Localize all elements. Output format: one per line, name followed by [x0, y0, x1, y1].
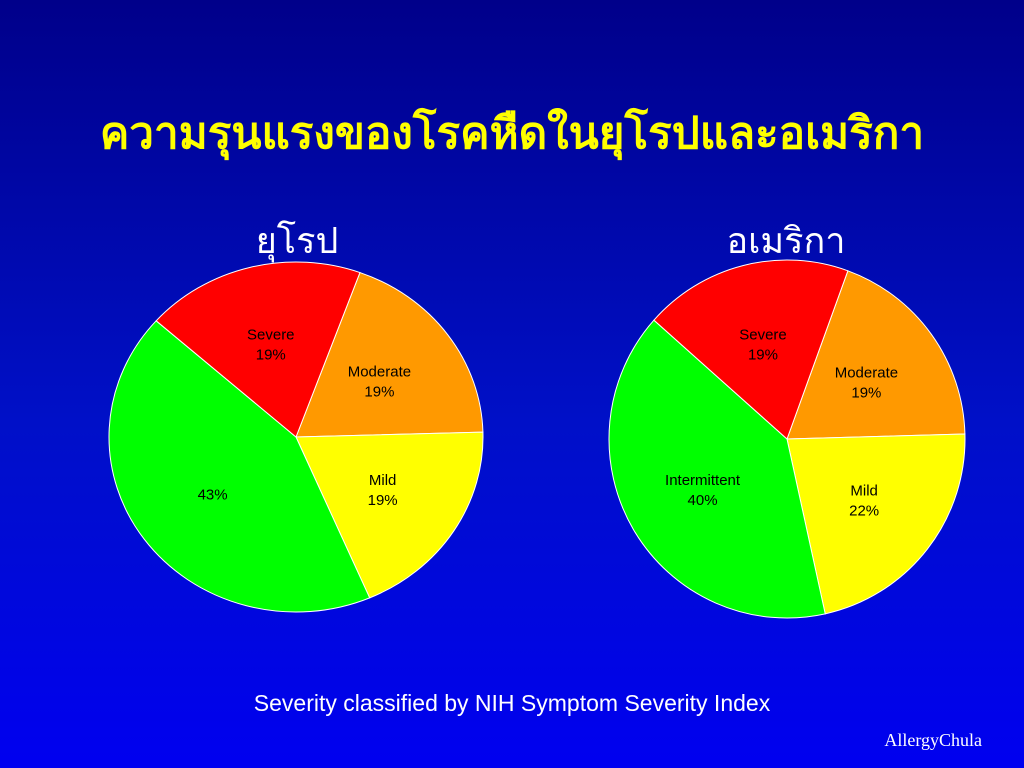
america-pie: Moderate 19% Mild 22% Intermittent 40% Severe 1… — [608, 259, 966, 619]
slide-title: ความรุนแรงของโรคหืดในยุโรปและอเมริกา — [99, 108, 925, 159]
america-slice-label: Intermittent — [665, 472, 741, 489]
america-slice-value-label: 22% — [849, 503, 879, 520]
america-slice-label: Mild — [850, 483, 878, 500]
america-slice-value-label: 40% — [688, 492, 718, 509]
europe-slice-label: Severe — [247, 327, 295, 344]
america-pie-title: อเมริกา — [726, 221, 846, 262]
europe-slice-label: Moderate — [348, 364, 411, 381]
footnote: Severity classified by NIH Symptom Sever… — [253, 690, 771, 716]
europe-slice-value-label: 19% — [364, 384, 394, 401]
europe-slice-value-label: 19% — [256, 347, 286, 364]
america-slice-label: Moderate — [835, 364, 898, 381]
america-slice-intermittent — [608, 319, 826, 619]
europe-slice-mild — [295, 431, 484, 599]
europe-slice-label: Mild — [369, 472, 397, 489]
credit: AllergyChula — [884, 730, 982, 750]
america-slice-mild — [786, 433, 966, 615]
america-slice-label: Severe — [739, 327, 787, 344]
europe-slice-severe — [155, 261, 361, 438]
europe-slice-value-label: 19% — [368, 492, 398, 509]
europe-slice-value-label: 43% — [198, 486, 228, 503]
europe-pie-title: ยุโรป — [255, 221, 339, 262]
europe-slice-unlabeled — [108, 320, 371, 613]
america-slice-value-label: 19% — [851, 384, 881, 401]
europe-slice-moderate — [295, 271, 484, 438]
europe-pie: Moderate 19% Mild 19% 43% Severe 19% — [108, 261, 484, 613]
america-slice-severe — [653, 259, 849, 440]
america-slice-moderate — [786, 270, 966, 440]
america-slice-value-label: 19% — [748, 347, 778, 364]
